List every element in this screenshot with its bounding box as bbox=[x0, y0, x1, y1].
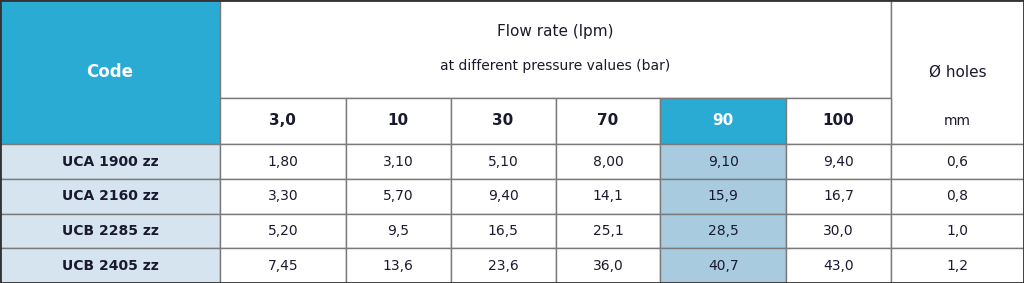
Text: 5,70: 5,70 bbox=[383, 189, 414, 203]
Bar bbox=[556, 144, 660, 179]
Text: 70: 70 bbox=[597, 113, 618, 128]
Text: 3,0: 3,0 bbox=[269, 113, 296, 128]
Text: 1,80: 1,80 bbox=[267, 155, 298, 169]
Bar bbox=[891, 179, 1024, 214]
Bar bbox=[660, 144, 786, 179]
Text: 28,5: 28,5 bbox=[708, 224, 738, 238]
Text: 1,0: 1,0 bbox=[946, 224, 969, 238]
Text: 5,10: 5,10 bbox=[487, 155, 518, 169]
Text: 25,1: 25,1 bbox=[593, 224, 624, 238]
Bar bbox=[786, 179, 891, 214]
Bar bbox=[556, 179, 660, 214]
Text: 7,45: 7,45 bbox=[267, 259, 298, 273]
Text: 30,0: 30,0 bbox=[823, 224, 854, 238]
Bar bbox=[891, 214, 1024, 248]
Bar bbox=[0, 248, 220, 283]
Bar bbox=[891, 0, 1024, 144]
Text: 15,9: 15,9 bbox=[708, 189, 738, 203]
Bar bbox=[0, 179, 220, 214]
Text: 10: 10 bbox=[387, 113, 409, 128]
Bar bbox=[220, 248, 346, 283]
Text: 13,6: 13,6 bbox=[383, 259, 414, 273]
Bar bbox=[660, 248, 786, 283]
Bar bbox=[451, 248, 556, 283]
Bar bbox=[451, 144, 556, 179]
Bar bbox=[346, 179, 451, 214]
Text: 0,6: 0,6 bbox=[946, 155, 969, 169]
Text: Code: Code bbox=[87, 63, 133, 81]
Text: 1,2: 1,2 bbox=[946, 259, 969, 273]
Bar bbox=[786, 214, 891, 248]
Bar bbox=[786, 248, 891, 283]
Bar bbox=[0, 0, 220, 144]
Bar bbox=[451, 214, 556, 248]
Bar bbox=[660, 179, 786, 214]
Bar bbox=[346, 98, 451, 144]
Bar bbox=[220, 0, 891, 98]
Text: 9,10: 9,10 bbox=[708, 155, 738, 169]
Bar bbox=[220, 98, 346, 144]
Bar bbox=[556, 214, 660, 248]
Text: 30: 30 bbox=[493, 113, 514, 128]
Text: 9,5: 9,5 bbox=[387, 224, 409, 238]
Bar bbox=[346, 248, 451, 283]
Bar bbox=[451, 98, 556, 144]
Bar bbox=[0, 214, 220, 248]
Bar bbox=[451, 179, 556, 214]
Bar bbox=[556, 98, 660, 144]
Text: 100: 100 bbox=[822, 113, 854, 128]
Bar bbox=[220, 214, 346, 248]
Text: 90: 90 bbox=[713, 113, 734, 128]
Text: mm: mm bbox=[944, 114, 971, 128]
Text: 23,6: 23,6 bbox=[487, 259, 518, 273]
Bar bbox=[786, 144, 891, 179]
Text: 3,10: 3,10 bbox=[383, 155, 414, 169]
Text: UCB 2285 zz: UCB 2285 zz bbox=[61, 224, 159, 238]
Bar bbox=[0, 144, 220, 179]
Bar bbox=[660, 214, 786, 248]
Text: UCB 2405 zz: UCB 2405 zz bbox=[61, 259, 159, 273]
Text: 16,5: 16,5 bbox=[487, 224, 518, 238]
Text: 43,0: 43,0 bbox=[823, 259, 854, 273]
Text: at different pressure values (bar): at different pressure values (bar) bbox=[440, 59, 671, 73]
Text: 0,8: 0,8 bbox=[946, 189, 969, 203]
Text: 36,0: 36,0 bbox=[593, 259, 624, 273]
Bar bbox=[891, 248, 1024, 283]
Text: 9,40: 9,40 bbox=[487, 189, 518, 203]
Text: Flow rate (lpm): Flow rate (lpm) bbox=[498, 24, 613, 39]
Bar bbox=[346, 144, 451, 179]
Text: Ø holes: Ø holes bbox=[929, 65, 986, 80]
Bar bbox=[556, 248, 660, 283]
Text: 16,7: 16,7 bbox=[823, 189, 854, 203]
Bar bbox=[220, 179, 346, 214]
Text: UCA 1900 zz: UCA 1900 zz bbox=[61, 155, 159, 169]
Bar bbox=[660, 98, 786, 144]
Text: 40,7: 40,7 bbox=[708, 259, 738, 273]
Bar bbox=[891, 144, 1024, 179]
Text: UCA 2160 zz: UCA 2160 zz bbox=[61, 189, 159, 203]
Text: 9,40: 9,40 bbox=[823, 155, 854, 169]
Bar bbox=[786, 98, 891, 144]
Text: 8,00: 8,00 bbox=[593, 155, 624, 169]
Bar bbox=[220, 144, 346, 179]
Text: 14,1: 14,1 bbox=[593, 189, 624, 203]
Text: 5,20: 5,20 bbox=[267, 224, 298, 238]
Bar bbox=[346, 214, 451, 248]
Text: 3,30: 3,30 bbox=[267, 189, 298, 203]
